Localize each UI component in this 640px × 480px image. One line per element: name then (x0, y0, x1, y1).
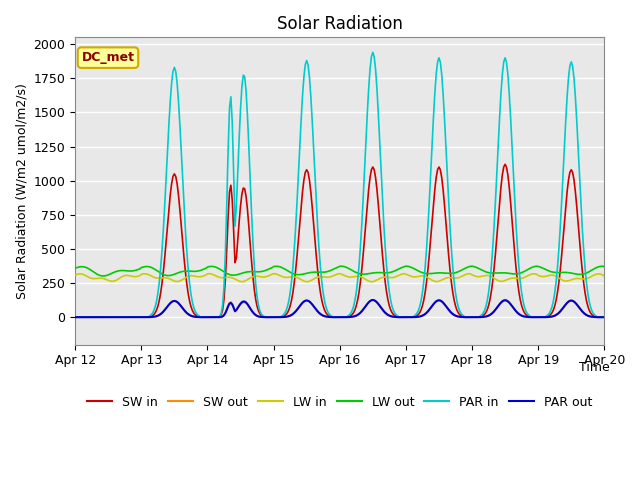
X-axis label: Time: Time (579, 361, 610, 374)
LW out (99, 273, 106, 279)
SW in (71, 314, 79, 320)
PAR in (118, 314, 126, 320)
SW out (351, 313, 359, 319)
LW in (118, 274, 126, 279)
LW out (71, 265, 79, 271)
PAR out (351, 313, 359, 319)
LW out (402, 263, 410, 269)
SW in (351, 307, 359, 313)
PAR out (71, 314, 79, 320)
SW out (501, 297, 509, 302)
Text: DC_met: DC_met (81, 51, 134, 64)
Line: PAR out: PAR out (75, 300, 604, 317)
Y-axis label: Solar Radiation (W/m2 umol/m2/s): Solar Radiation (W/m2 umol/m2/s) (15, 83, 28, 299)
LW out (442, 270, 450, 276)
LW in (426, 276, 433, 281)
LW in (269, 271, 277, 276)
SW out (118, 314, 126, 320)
PAR out (440, 301, 448, 307)
Title: Solar Radiation: Solar Radiation (276, 15, 403, 33)
Line: LW out: LW out (75, 266, 604, 276)
SW in (600, 314, 608, 320)
PAR out (84, 314, 92, 320)
PAR in (351, 298, 359, 303)
PAR in (424, 224, 432, 229)
LW out (600, 264, 608, 270)
LW out (291, 271, 298, 277)
SW in (501, 161, 509, 167)
PAR out (289, 311, 297, 317)
SW out (289, 312, 297, 317)
SW in (289, 290, 297, 296)
PAR in (84, 314, 92, 320)
PAR out (118, 314, 126, 320)
LW in (303, 279, 310, 285)
LW in (600, 273, 608, 279)
Line: SW out: SW out (75, 300, 604, 317)
Line: PAR in: PAR in (75, 52, 604, 317)
LW in (84, 274, 92, 279)
Legend: SW in, SW out, LW in, LW out, PAR in, PAR out: SW in, SW out, LW in, LW out, PAR in, PA… (83, 391, 597, 414)
SW out (422, 310, 430, 316)
LW in (71, 272, 79, 278)
SW out (600, 314, 608, 320)
SW out (71, 314, 79, 320)
LW in (291, 274, 298, 280)
SW in (84, 314, 92, 320)
Line: LW in: LW in (75, 274, 604, 282)
LW out (426, 271, 433, 276)
PAR in (440, 115, 448, 120)
PAR in (289, 264, 297, 270)
LW out (353, 270, 360, 276)
LW in (442, 276, 450, 281)
LW in (354, 274, 362, 279)
SW out (84, 314, 92, 320)
PAR out (369, 297, 377, 303)
LW out (84, 265, 92, 271)
PAR in (369, 49, 377, 55)
SW in (118, 314, 126, 320)
PAR out (424, 309, 432, 314)
PAR in (600, 314, 608, 320)
PAR in (71, 314, 79, 320)
SW out (439, 300, 447, 305)
Line: SW in: SW in (75, 164, 604, 317)
PAR out (600, 314, 608, 320)
SW in (422, 279, 430, 285)
LW out (120, 268, 127, 274)
SW in (439, 187, 447, 192)
